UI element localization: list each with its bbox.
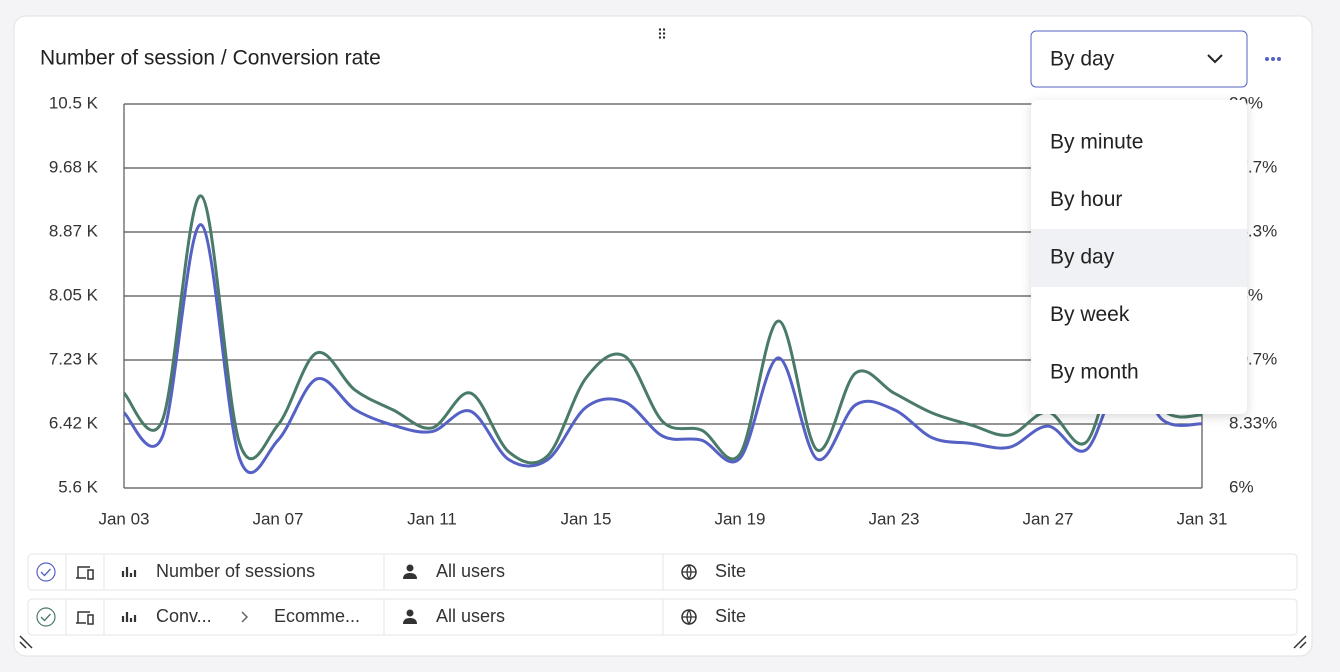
- x-tick-label: Jan 03: [98, 509, 149, 528]
- resize-handle[interactable]: [19, 635, 33, 649]
- query-row: Conv... Ecomme... All users Site: [27, 598, 1298, 636]
- x-tick-label: Jan 31: [1176, 509, 1227, 528]
- menu-option[interactable]: By month: [1050, 361, 1139, 384]
- y-tick-label: 9.68 K: [49, 157, 99, 176]
- x-tick-label: Jan 11: [407, 509, 457, 528]
- metric-name: Number of sessions: [156, 561, 315, 581]
- drag-handle[interactable]: ⠿: [657, 27, 667, 43]
- scope-name: Site: [715, 561, 746, 581]
- check-icon: [40, 613, 51, 622]
- y2-tick-label: 6%: [1229, 477, 1254, 496]
- more-button[interactable]: [1265, 57, 1281, 61]
- scope-name: Site: [715, 606, 746, 626]
- y-tick-label: 8.87 K: [49, 221, 99, 240]
- query-row: Number of sessions All users Site: [27, 553, 1298, 591]
- widget-title: Number of session / Conversion rate: [40, 47, 381, 70]
- menu-option[interactable]: By day: [1050, 246, 1115, 269]
- series-line: [122, 194, 1203, 465]
- dropdown-menu: By minute By hour By day By week By month: [1031, 100, 1247, 414]
- menu-option[interactable]: By hour: [1050, 188, 1122, 211]
- x-tick-label: Jan 15: [560, 509, 611, 528]
- x-tick-label: Jan 27: [1022, 509, 1073, 528]
- device-icon: [76, 566, 94, 580]
- y-tick-label: 8.05 K: [49, 285, 99, 304]
- globe-icon-lines: [682, 564, 696, 581]
- menu-item-highlight: [1031, 229, 1247, 287]
- x-tick-label: Jan 19: [714, 509, 765, 528]
- query-rows: Number of sessions All users Site Conv... Ec…: [27, 553, 1298, 636]
- user-icon: [406, 609, 414, 617]
- y-tick-label: 10.5 K: [49, 93, 99, 112]
- resize-handle[interactable]: [1293, 635, 1307, 649]
- segment-name: All users: [436, 561, 505, 581]
- y-tick-label: 6.42 K: [49, 413, 99, 432]
- dropdown-value: By day: [1050, 48, 1115, 71]
- metric-icon: [121, 567, 137, 577]
- x-tick-label: Jan 07: [252, 509, 303, 528]
- y-tick-label: 7.23 K: [49, 349, 99, 368]
- step-name: Ecomme...: [274, 606, 360, 626]
- visibility-toggle[interactable]: [36, 562, 56, 582]
- interval-dropdown[interactable]: [1030, 30, 1248, 88]
- visibility-toggle[interactable]: [36, 607, 56, 627]
- y2-tick-label: 8.33%: [1229, 414, 1277, 433]
- series-line: [122, 223, 1203, 475]
- user-icon: [406, 564, 414, 572]
- menu-option[interactable]: By minute: [1050, 131, 1143, 154]
- x-tick-label: Jan 23: [868, 509, 919, 528]
- metric-name: Conv...: [156, 606, 212, 626]
- globe-icon-lines: [682, 609, 696, 626]
- menu-option[interactable]: By week: [1050, 303, 1130, 326]
- y-tick-label: 5.6 K: [58, 477, 98, 496]
- check-icon: [40, 568, 51, 577]
- dropdown-chevron: [1207, 54, 1223, 64]
- user-icon-body: [403, 573, 417, 579]
- step-chevron: [241, 611, 249, 623]
- device-icon: [76, 611, 94, 625]
- card: [13, 15, 1313, 657]
- user-icon-body: [403, 618, 417, 624]
- segment-name: All users: [436, 606, 505, 626]
- metric-icon: [121, 612, 137, 622]
